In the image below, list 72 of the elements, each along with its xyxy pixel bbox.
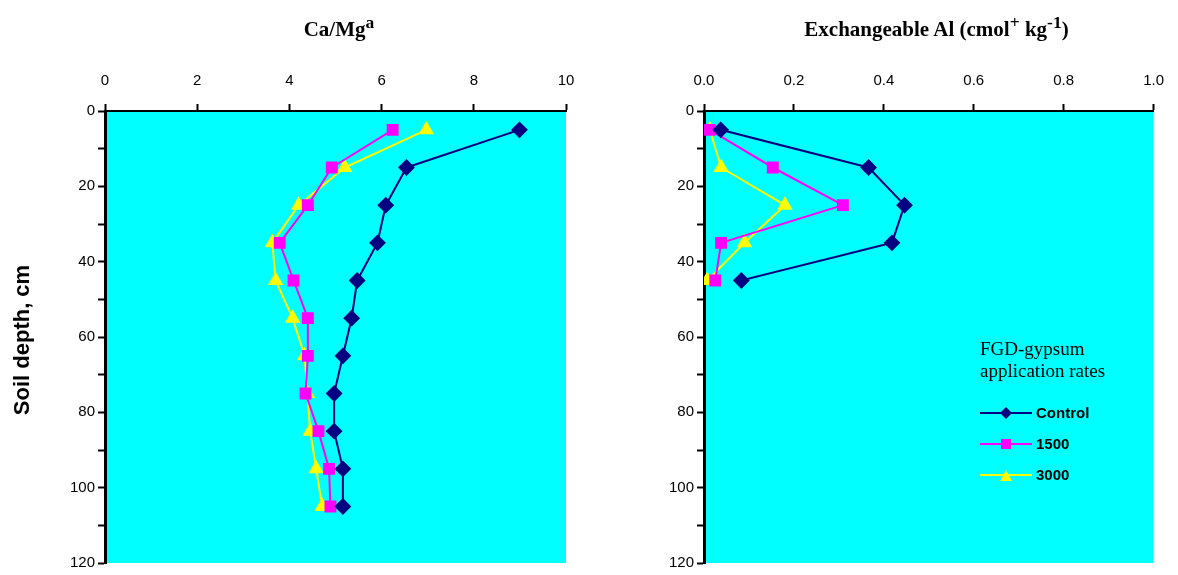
point — [326, 385, 343, 402]
legend-label: 3000 — [1036, 466, 1070, 483]
point — [287, 274, 300, 287]
point — [419, 121, 434, 135]
y-tick-label: 80 — [677, 402, 695, 420]
point — [301, 199, 314, 212]
point — [299, 387, 312, 400]
y-tick-label: 0 — [86, 101, 96, 119]
x-axis-title: Exchangeable Al (cmol$^{+}$ kg$^{-1}$) — [803, 12, 1070, 42]
point — [312, 425, 325, 438]
point — [337, 159, 352, 172]
point — [334, 498, 351, 515]
point — [301, 349, 314, 362]
point — [715, 236, 728, 249]
point — [309, 460, 324, 474]
y-tick-label: 40 — [78, 251, 96, 269]
point — [369, 234, 386, 251]
point — [896, 197, 913, 214]
point — [326, 423, 343, 440]
point — [377, 197, 394, 214]
point — [883, 234, 900, 251]
y-tick-label: 0 — [685, 101, 695, 119]
y-tick-label: 100 — [70, 477, 96, 495]
y-tick-label: 20 — [677, 176, 695, 194]
point — [325, 161, 338, 174]
point — [737, 234, 752, 248]
x-tick-label: 6 — [377, 71, 386, 89]
point — [712, 121, 729, 138]
point — [733, 272, 750, 289]
point — [709, 274, 722, 287]
x-tick-label: 0.4 — [873, 71, 895, 89]
x-tick-label: 4 — [285, 71, 294, 89]
point — [273, 236, 286, 249]
x-tick-label: 0.2 — [783, 71, 805, 89]
legend-label: 1500 — [1036, 435, 1070, 452]
y-tick-label: 60 — [78, 327, 96, 345]
x-tick-label: 8 — [469, 71, 478, 89]
x-tick-label: 0.6 — [963, 71, 985, 89]
point — [334, 347, 351, 364]
point — [777, 197, 793, 210]
point — [398, 159, 415, 176]
y-tick-label: 120 — [70, 553, 96, 571]
x-tick-label: 0.8 — [1053, 71, 1075, 89]
y-tick-label: 20 — [78, 176, 96, 194]
point — [301, 312, 314, 325]
point — [766, 161, 779, 174]
point — [268, 272, 283, 285]
y-axis-title: Soil depth, cm — [9, 264, 36, 416]
legend-title: FGD-gypsum application rates — [980, 338, 1106, 382]
y-tick-label: 60 — [677, 327, 695, 345]
point — [323, 462, 336, 475]
point — [714, 159, 729, 172]
y-tick-label: 40 — [677, 251, 695, 269]
y-tick-label: 80 — [78, 402, 96, 420]
y-tick-label: 100 — [669, 477, 695, 495]
point — [511, 121, 528, 138]
x-axis-title: Ca/Mg$^{a}$ — [302, 12, 376, 42]
point — [324, 500, 337, 513]
legend-label: Control — [1036, 404, 1090, 421]
x-tick-label: 1.0 — [1143, 71, 1164, 89]
point — [343, 310, 360, 327]
point — [860, 159, 877, 176]
point — [334, 460, 351, 477]
point — [285, 310, 300, 323]
x-tick-label: 10 — [557, 71, 575, 89]
x-tick-label: 0.0 — [693, 71, 715, 89]
point — [349, 272, 366, 289]
point — [386, 123, 399, 136]
y-tick-label: 120 — [669, 553, 695, 571]
x-tick-label: 0 — [100, 71, 110, 89]
point — [836, 199, 849, 212]
x-tick-label: 2 — [193, 71, 202, 89]
